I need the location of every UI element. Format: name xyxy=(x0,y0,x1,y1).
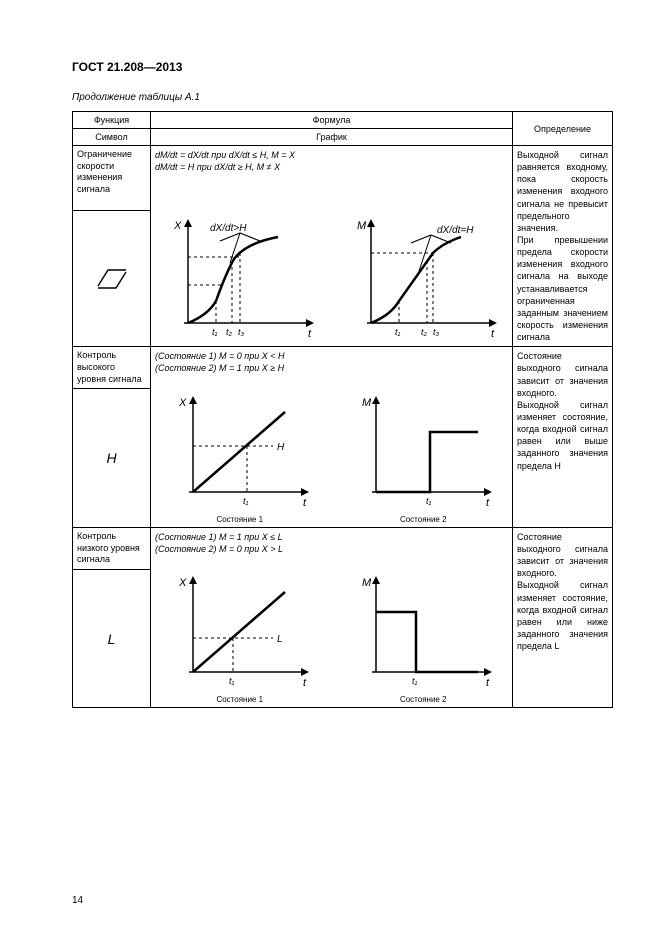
g2r-xlabel: t xyxy=(486,677,490,689)
g0r-t1: t₁ xyxy=(395,327,401,337)
func-0: Ограничение скорости изменения сигнала xyxy=(73,146,151,211)
g2l-cap: Состояние 1 xyxy=(216,695,263,704)
g1r-ylabel: M xyxy=(362,397,372,409)
graph-2-left: X t L t₁ xyxy=(165,572,315,692)
g0r-ylabel: M xyxy=(357,220,367,232)
g0l-t1: t₁ xyxy=(212,327,218,337)
symbol-0 xyxy=(73,210,151,347)
g2l-thr: L xyxy=(277,634,283,645)
g0l-anno: dX/dt>H xyxy=(210,223,247,234)
func-1: Контроль высокого уровня сигнала xyxy=(73,347,151,389)
page-number: 14 xyxy=(72,895,83,906)
graphs-1: X t H t₁ Состояние 1 xyxy=(151,389,513,528)
doc-title: ГОСТ 21.208—2013 xyxy=(72,60,612,74)
table-caption: Продолжение таблицы А.1 xyxy=(72,92,612,103)
symbol-2: L xyxy=(73,569,151,708)
def-2: Состояние выходного сигнала зависит от з… xyxy=(513,527,613,708)
formula-1-l2: (Состояние 2) M = 1 при X ≥ H xyxy=(155,363,284,373)
g2r-cap: Состояние 2 xyxy=(400,695,447,704)
g2l-tick: t₁ xyxy=(229,676,235,686)
g0r-t3: t₃ xyxy=(433,327,440,337)
formula-2-l1: (Состояние 1) M = 1 при X ≤ L xyxy=(155,532,283,542)
g1r-xlabel: t xyxy=(486,497,490,509)
graph-1-right: M t t₁ xyxy=(348,392,498,512)
formula-0: dM/dt = dX/dt при dX/dt ≤ H, M = X dM/dt… xyxy=(151,146,513,211)
th-symbol: Символ xyxy=(73,129,151,146)
g1l-tick: t₁ xyxy=(243,496,249,506)
symbol-1: H xyxy=(73,389,151,528)
main-table: Функция Формула Определение Символ Графи… xyxy=(72,111,613,708)
def-0: Выходной сигнал равняется входному, пока… xyxy=(513,146,613,347)
graphs-0: X t dX/dt>H xyxy=(151,210,513,347)
graph-1-left: X t H t₁ xyxy=(165,392,315,512)
g2l-xlabel: t xyxy=(303,677,307,689)
g1r-tick: t₁ xyxy=(426,496,432,506)
rate-limit-icon xyxy=(94,264,130,294)
graph-0-left: X t dX/dt>H xyxy=(160,213,320,343)
g2l-ylabel: X xyxy=(178,577,187,589)
g0l-t3: t₃ xyxy=(238,327,245,337)
g2r-ylabel: M xyxy=(362,577,372,589)
formula-2: (Состояние 1) M = 1 при X ≤ L (Состояние… xyxy=(151,527,513,569)
th-graph: График xyxy=(151,129,513,146)
formula-2-l2: (Состояние 2) M = 0 при X > L xyxy=(155,544,283,554)
th-function: Функция xyxy=(73,112,151,129)
graph-2-right: M t t₁ xyxy=(348,572,498,692)
func-2: Контроль низкого уровня сигнала xyxy=(73,527,151,569)
formula-0-l2: dM/dt = H при dX/dt ≥ H, M ≠ X xyxy=(155,162,280,172)
g1l-xlabel: t xyxy=(303,497,307,509)
g0r-xlabel: t xyxy=(491,328,495,340)
g0l-ylabel: X xyxy=(173,220,182,232)
def-1: Состояние выходного сигнала зависит от з… xyxy=(513,347,613,528)
formula-0-l1: dM/dt = dX/dt при dX/dt ≤ H, M = X xyxy=(155,150,295,160)
g0r-t2: t₂ xyxy=(421,327,428,337)
g0l-xlabel: t xyxy=(308,328,312,340)
g1r-cap: Состояние 2 xyxy=(400,515,447,524)
g1l-cap: Состояние 1 xyxy=(216,515,263,524)
th-definition: Определение xyxy=(513,112,613,146)
g2r-tick: t₁ xyxy=(412,676,418,686)
graph-0-right: M t dX/dt=H t₁ t₂ t₃ xyxy=(343,213,503,343)
graphs-2: X t L t₁ Состояние 1 xyxy=(151,569,513,708)
formula-1: (Состояние 1) M = 0 при X < H (Состояние… xyxy=(151,347,513,389)
th-formula: Формула xyxy=(151,112,513,129)
g1l-ylabel: X xyxy=(178,397,187,409)
g0r-anno: dX/dt=H xyxy=(437,225,474,236)
g1l-thr: H xyxy=(277,442,285,453)
g0l-t2: t₂ xyxy=(226,327,233,337)
formula-1-l1: (Состояние 1) M = 0 при X < H xyxy=(155,351,284,361)
